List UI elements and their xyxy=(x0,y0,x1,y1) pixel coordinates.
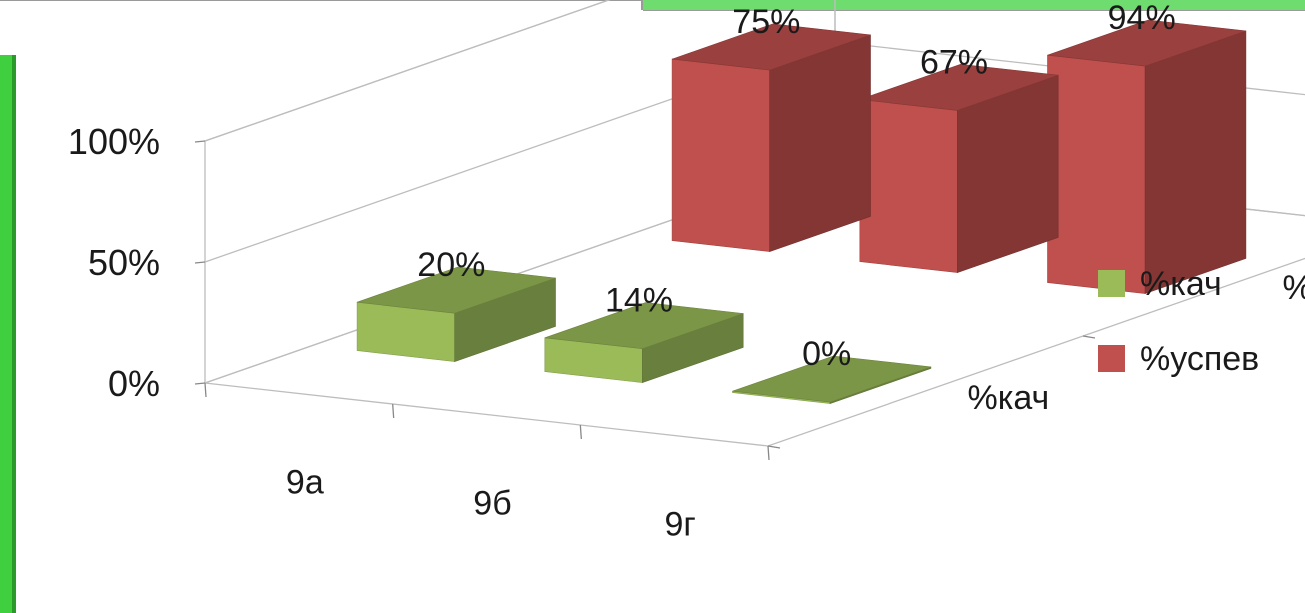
frame-top-edge xyxy=(0,0,643,1)
bar-front-face xyxy=(1047,54,1146,294)
data-label: 20% xyxy=(417,246,485,284)
depth-axis-labels: %кач %успев xyxy=(767,269,1305,449)
bar-top-face xyxy=(357,266,556,314)
legend-swatch xyxy=(1098,270,1125,297)
bar-kach-2 xyxy=(544,302,744,384)
depth-axis-label: %успев xyxy=(1283,269,1305,307)
y-tick-label: 50% xyxy=(88,242,160,283)
y-tick-mark xyxy=(194,382,206,385)
bar-top-face xyxy=(544,302,744,350)
legend-label: %успев xyxy=(1140,340,1259,378)
bar-side-face xyxy=(769,34,871,253)
x-category-label: 9а xyxy=(286,464,324,502)
y-tick-label: 100% xyxy=(68,121,160,162)
bar-uspev-2 xyxy=(859,63,1059,274)
chart-bars xyxy=(356,19,1247,405)
x-tick-mark xyxy=(204,382,207,398)
frame-green-top-strip xyxy=(643,0,1305,11)
y-axis-ticks: 0% 50% 100% xyxy=(68,121,206,404)
frame-green-left-strip xyxy=(0,55,12,613)
bar-top-face xyxy=(859,63,1059,111)
x-tick-mark xyxy=(767,445,770,461)
data-label: 94% xyxy=(1108,0,1176,37)
data-labels: 94% 67% 75% 0% 14% 20% xyxy=(417,0,1175,373)
frame-divider xyxy=(641,0,643,10)
x-category-label: 9б xyxy=(473,485,511,523)
x-tick-mark xyxy=(392,403,395,419)
x-axis-category-labels: 9а 9б 9г xyxy=(204,382,770,544)
bar-top-face xyxy=(732,355,931,403)
chart-legend: %кач %успев xyxy=(1098,265,1259,378)
bar-front-face xyxy=(859,99,958,273)
depth-axis-label: %кач xyxy=(968,379,1050,417)
x-category-label: 9г xyxy=(665,506,696,544)
gridline xyxy=(204,0,611,142)
data-label: 14% xyxy=(605,282,673,320)
bar-kach-1 xyxy=(356,266,556,363)
legend-item: %кач xyxy=(1098,265,1222,303)
x-tick-mark xyxy=(579,424,582,440)
data-label: 0% xyxy=(802,335,851,373)
frame-green-left-strip-shadow xyxy=(12,55,16,613)
data-label: 67% xyxy=(920,43,988,81)
y-tick-label: 0% xyxy=(108,363,160,404)
depth-tick-mark xyxy=(1082,335,1096,339)
y-tick-mark xyxy=(194,140,206,143)
bar-uspev-1 xyxy=(671,23,871,253)
bar-top-face xyxy=(672,23,871,71)
y-tick-mark xyxy=(194,261,206,264)
bar-front-face xyxy=(671,58,771,252)
legend-item: %успев xyxy=(1098,340,1259,378)
legend-label: %кач xyxy=(1140,265,1222,303)
bar-uspev-3 xyxy=(1047,19,1247,295)
bar-top-face xyxy=(1047,19,1246,67)
data-label: 75% xyxy=(732,3,800,41)
depth-tick-mark xyxy=(767,445,781,449)
bar-kach-3 xyxy=(732,355,932,405)
bar-side-face xyxy=(1144,30,1247,295)
legend-swatch xyxy=(1098,345,1125,372)
